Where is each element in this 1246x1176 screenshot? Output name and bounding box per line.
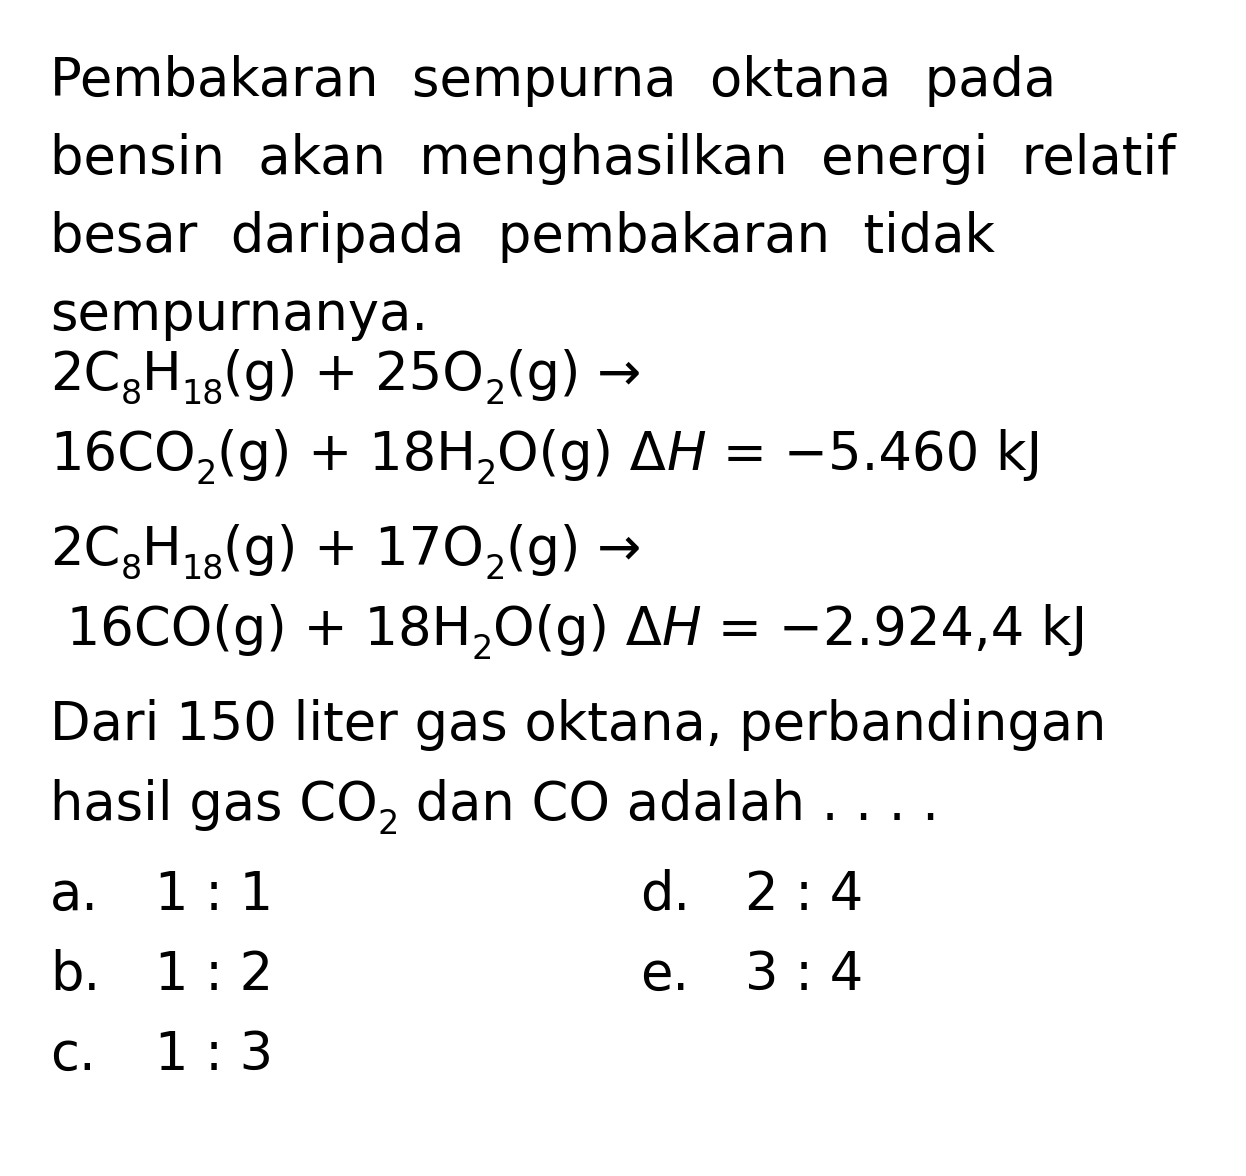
Text: 16CO: 16CO xyxy=(50,429,196,481)
Text: 1 : 1: 1 : 1 xyxy=(155,869,273,921)
Text: 3 : 4: 3 : 4 xyxy=(745,949,863,1001)
Text: (g) + 18H: (g) + 18H xyxy=(217,429,476,481)
Text: O(g) Δ: O(g) Δ xyxy=(497,429,667,481)
Text: (g) + 17O: (g) + 17O xyxy=(223,524,485,576)
Text: 2 : 4: 2 : 4 xyxy=(745,869,863,921)
Text: hasil gas CO: hasil gas CO xyxy=(50,779,378,831)
Text: 8: 8 xyxy=(121,553,142,586)
Text: 2: 2 xyxy=(378,808,399,841)
Text: 18: 18 xyxy=(181,377,223,410)
Text: 2: 2 xyxy=(476,457,497,492)
Text: H: H xyxy=(662,604,701,656)
Text: = −2.924,4 kJ: = −2.924,4 kJ xyxy=(701,604,1088,656)
Text: bensin  akan  menghasilkan  energi  relatif: bensin akan menghasilkan energi relatif xyxy=(50,133,1176,185)
Text: b.: b. xyxy=(50,949,100,1001)
Text: O(g) Δ: O(g) Δ xyxy=(492,604,662,656)
Text: 2: 2 xyxy=(485,553,506,586)
Text: d.: d. xyxy=(640,869,690,921)
Text: sempurnanya.: sempurnanya. xyxy=(50,289,429,341)
Text: H: H xyxy=(667,429,705,481)
Text: dan CO adalah . . . .: dan CO adalah . . . . xyxy=(399,779,939,831)
Text: (g) →: (g) → xyxy=(506,524,642,576)
Text: c.: c. xyxy=(50,1029,96,1081)
Text: 2: 2 xyxy=(485,377,506,410)
Text: 2: 2 xyxy=(196,457,217,492)
Text: 1 : 3: 1 : 3 xyxy=(155,1029,273,1081)
Text: (g) →: (g) → xyxy=(506,349,642,401)
Text: H: H xyxy=(142,524,181,576)
Text: 2: 2 xyxy=(471,633,492,666)
Text: e.: e. xyxy=(640,949,689,1001)
Text: (g) + 25O: (g) + 25O xyxy=(223,349,485,401)
Text: 1 : 2: 1 : 2 xyxy=(155,949,273,1001)
Text: besar  daripada  pembakaran  tidak: besar daripada pembakaran tidak xyxy=(50,211,996,263)
Text: 18: 18 xyxy=(181,553,223,586)
Text: 2C: 2C xyxy=(50,349,121,401)
Text: 16CO(g) + 18H: 16CO(g) + 18H xyxy=(50,604,471,656)
Text: 8: 8 xyxy=(121,377,142,410)
Text: = −5.460 kJ: = −5.460 kJ xyxy=(705,429,1042,481)
Text: 2C: 2C xyxy=(50,524,121,576)
Text: a.: a. xyxy=(50,869,98,921)
Text: Dari 150 liter gas oktana, perbandingan: Dari 150 liter gas oktana, perbandingan xyxy=(50,699,1106,751)
Text: H: H xyxy=(142,349,181,401)
Text: Pembakaran  sempurna  oktana  pada: Pembakaran sempurna oktana pada xyxy=(50,55,1057,107)
